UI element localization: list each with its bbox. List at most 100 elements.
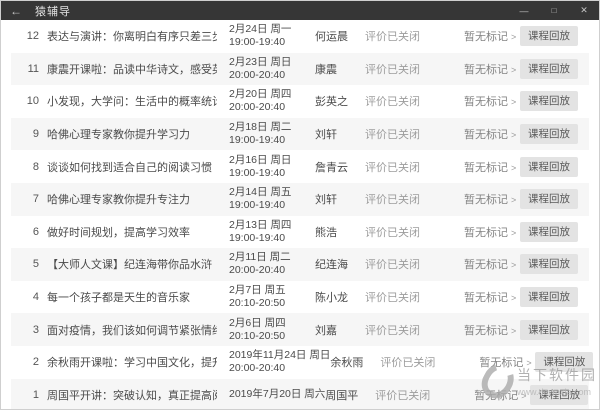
evaluation-status: 评价已关闭 [365,161,420,174]
course-number: 11 [27,62,39,75]
course-schedule: 2月11日 周二 20:00-20:40 [229,251,315,277]
course-time: 20:00-20:40 [229,362,286,375]
course-time: 19:00-19:40 [229,36,286,49]
teacher-name: 陈小龙 [315,292,348,305]
no-marks-link[interactable]: 暂无标记 > [464,191,520,207]
course-row[interactable]: 10 小发现，大学问：生活中的概率统计思维 2月20日 周四 20:00-20:… [11,85,589,118]
no-marks-link[interactable]: 暂无标记 > [464,289,520,305]
course-date: 2月6日 周四 [229,316,286,329]
no-marks-label: 暂无标记 [464,292,508,305]
course-title: 余秋雨开课啦：学习中国文化，提升文学素养 [47,357,217,370]
course-title: 每一个孩子都是天生的音乐家 [47,292,190,305]
teacher-name: 刘轩 [315,194,337,207]
course-row[interactable]: 9 哈佛心理专家教你提升学习力 2月18日 周二 19:00-19:40 刘轩 … [11,117,589,151]
course-schedule: 2019年7月20日 周六 [229,388,325,401]
title-bar: ← 猿辅导 — □ ✕ [1,1,599,20]
course-playback-button[interactable]: 课程回放 [520,124,578,145]
course-row[interactable]: 3 面对疫情，我们该如何调节紧张情绪 2月6日 周四 20:10-20:50 刘… [11,313,589,346]
course-number: 5 [32,258,39,271]
course-date: 2月14日 周五 [229,186,292,199]
no-marks-link[interactable]: 暂无标记 > [464,256,520,272]
course-time: 20:00-20:40 [229,68,286,81]
course-row[interactable]: 4 每一个孩子都是天生的音乐家 2月7日 周五 20:10-20:50 陈小龙 … [11,280,589,314]
course-row[interactable]: 11 康震开课啦：品读中华诗文，感受英雄力量 2月23日 周日 20:00-20… [11,52,589,86]
teacher-name: 熊浩 [315,226,337,239]
close-button[interactable]: ✕ [580,5,588,15]
course-playback-button[interactable]: 课程回放 [535,352,594,373]
no-marks-link[interactable]: 暂无标记 > [464,224,520,240]
course-schedule: 2月24日 周一 19:00-19:40 [229,23,315,49]
chevron-right-icon: > [511,293,517,304]
chevron-right-icon: > [511,227,517,238]
course-number: 3 [32,323,39,336]
course-schedule: 2019年11月24日 周日 20:00-20:40 [229,349,330,375]
course-playback-button[interactable]: 课程回放 [520,287,578,308]
course-time: 20:10-20:50 [229,297,286,310]
minimize-button[interactable]: — [519,5,529,16]
course-playback-button[interactable]: 课程回放 [520,91,578,112]
teacher-name: 彭英之 [315,96,348,109]
course-date: 2月7日 周五 [229,284,286,297]
course-time: 19:00-19:40 [229,166,286,179]
course-row[interactable]: 2 余秋雨开课啦：学习中国文化，提升文学素养 2019年11月24日 周日 20… [11,345,594,379]
evaluation-status: 评价已关闭 [365,129,420,142]
chevron-right-icon: > [511,32,517,43]
course-schedule: 2月13日 周四 19:00-19:40 [229,219,315,245]
course-row[interactable]: 12 表达与演讲：你离明白有序只差三步 2月24日 周一 19:00-19:40… [11,20,589,53]
evaluation-status: 评价已关闭 [365,226,420,239]
course-title: 康震开课啦：品读中华诗文，感受英雄力量 [47,63,217,76]
no-marks-link[interactable]: 暂无标记 > [464,126,520,142]
course-row[interactable]: 5 【大师人文课】纪连海带你品水浒 2月11日 周二 20:00-20:40 纪… [11,248,589,281]
chevron-right-icon: > [511,195,517,206]
no-marks-link[interactable]: 暂无标记 > [479,354,535,370]
no-marks-label: 暂无标记 [464,161,508,174]
maximize-button[interactable]: □ [551,6,557,15]
course-playback-button[interactable]: 课程回放 [520,254,578,275]
course-time: 19:00-19:40 [229,134,286,147]
course-date: 2月11日 周二 [229,251,291,264]
course-time: 20:00-20:40 [229,264,286,277]
course-row[interactable]: 8 谈谈如何找到适合自己的阅读习惯 2月16日 周日 19:00-19:40 詹… [11,150,589,183]
no-marks-link[interactable]: 暂无标记 > [464,322,520,338]
course-number: 4 [32,291,39,304]
course-schedule: 2月14日 周五 19:00-19:40 [229,186,315,212]
course-date: 2019年7月20日 周六 [229,388,326,401]
no-marks-link[interactable]: 暂无标记 > [474,387,530,403]
chevron-right-icon: > [511,162,517,173]
course-schedule: 2月23日 周日 20:00-20:40 [229,56,315,82]
evaluation-status: 评价已关闭 [365,324,420,337]
course-playback-button[interactable]: 课程回放 [520,156,578,177]
course-row[interactable]: 6 做好时间规划，提高学习效率 2月13日 周四 19:00-19:40 熊浩 … [11,215,589,249]
back-arrow-icon[interactable]: ← [10,3,22,18]
course-playback-button[interactable]: 课程回放 [530,384,589,405]
no-marks-link[interactable]: 暂无标记 > [464,159,520,175]
no-marks-link[interactable]: 暂无标记 > [464,28,520,44]
course-time: 20:00-20:40 [229,101,286,114]
course-number: 8 [32,160,39,173]
course-row[interactable]: 1 周国平开讲：突破认知，真正提高阅读与写作能力 2019年7月20日 周六 周… [11,378,589,409]
course-schedule: 2月18日 周二 19:00-19:40 [229,121,315,147]
course-row[interactable]: 7 哈佛心理专家教你提升专注力 2月14日 周五 19:00-19:40 刘轩 … [11,182,589,216]
course-playback-button[interactable]: 课程回放 [520,221,578,242]
app-title: 猿辅导 [35,5,71,18]
teacher-name: 余秋雨 [330,357,364,370]
teacher-name: 刘轩 [315,129,337,142]
course-playback-button[interactable]: 课程回放 [520,189,578,210]
course-playback-button[interactable]: 课程回放 [520,26,578,47]
evaluation-status: 评价已关闭 [365,194,420,207]
evaluation-status: 评价已关闭 [365,31,420,44]
course-title: 周国平开讲：突破认知，真正提高阅读与写作能力 [47,389,217,402]
teacher-name: 周国平 [325,389,359,402]
no-marks-label: 暂无标记 [464,226,508,239]
course-playback-button[interactable]: 课程回放 [520,58,578,79]
teacher-name: 詹青云 [315,161,348,174]
course-schedule: 2月20日 周四 20:00-20:40 [229,88,315,114]
course-schedule: 2月7日 周五 20:10-20:50 [229,284,315,310]
no-marks-link[interactable]: 暂无标记 > [464,61,520,77]
teacher-name: 刘嘉 [315,324,337,337]
chevron-right-icon: > [511,130,517,141]
no-marks-link[interactable]: 暂无标记 > [464,93,520,109]
course-playback-button[interactable]: 课程回放 [520,319,578,340]
course-date: 2月23日 周日 [229,55,292,68]
chevron-right-icon: > [511,260,517,271]
